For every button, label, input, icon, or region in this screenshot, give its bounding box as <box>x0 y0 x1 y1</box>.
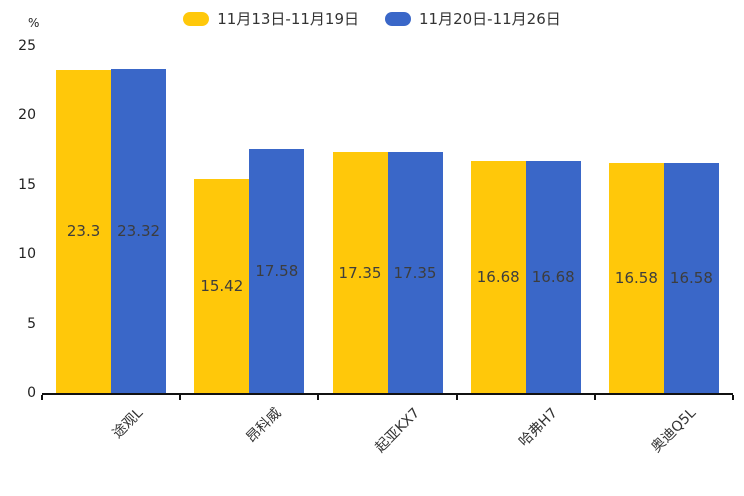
x-category-label-0: 途观L <box>109 405 147 442</box>
category-group: 16.58 16.58 <box>595 46 733 393</box>
bar-series-0-奥迪Q5L[interactable]: 16.58 <box>608 162 664 393</box>
bar-value-label: 16.68 <box>531 268 575 287</box>
y-tick-label: 0 <box>27 385 36 401</box>
bar-series-0-起亚KX7[interactable]: 17.35 <box>332 152 388 393</box>
y-tick-label: 15 <box>18 176 36 193</box>
legend-item-label: 11月13日-11月19日 <box>217 10 359 28</box>
category-group: 17.35 17.35 <box>318 46 456 393</box>
x-axis-tick <box>732 395 734 400</box>
bar-value-label: 23.3 <box>66 222 101 241</box>
x-axis-tick <box>41 395 43 400</box>
legend-swatch-icon <box>385 11 411 26</box>
x-axis-tick <box>317 395 320 400</box>
legend-item-label: 11月20日-11月26日 <box>419 10 561 28</box>
x-axis-tick <box>593 395 596 400</box>
y-tick-label: 5 <box>27 315 36 332</box>
bar-series-1-奥迪Q5L[interactable]: 16.58 <box>663 162 719 393</box>
x-axis-labels: 途观L 昂科威 起亚KX7 哈弗H7 奥迪Q5L <box>42 399 733 494</box>
y-tick-label: 10 <box>18 246 36 263</box>
x-category-label-1: 昂科威 <box>243 405 285 447</box>
bar-value-label: 17.58 <box>255 262 299 280</box>
bar-series-1-哈弗H7[interactable]: 16.68 <box>525 161 581 393</box>
x-category-label-3: 哈弗H7 <box>516 405 562 450</box>
bar-series-0-途观L[interactable]: 23.3 <box>56 69 112 393</box>
x-category-label-2: 起亚KX7 <box>372 405 423 456</box>
bar-series-0-哈弗H7[interactable]: 16.68 <box>470 161 526 393</box>
legend-item-series-0[interactable]: 11月13日-11月19日 <box>183 8 359 29</box>
x-category-label-4: 奥迪Q5L <box>648 405 700 456</box>
category-group: 23.3 23.32 <box>42 46 180 393</box>
bar-value-label: 23.32 <box>117 222 161 241</box>
category-group: 15.42 17.58 <box>180 46 318 393</box>
x-axis-line <box>42 393 733 395</box>
y-axis-unit-label: % <box>28 16 40 30</box>
bar-value-label: 17.35 <box>393 263 437 282</box>
x-axis-tick <box>179 395 182 400</box>
y-tick-label: 25 <box>18 38 36 54</box>
bar-value-label: 15.42 <box>200 277 244 295</box>
legend: 11月13日-11月19日 11月20日-11月26日 <box>0 8 744 29</box>
bar-value-label: 16.58 <box>669 268 713 287</box>
category-group: 16.68 16.68 <box>457 46 595 393</box>
bar-series-0-昂科威[interactable]: 15.42 <box>194 178 250 393</box>
y-tick-label: 20 <box>18 107 36 124</box>
bar-series-1-昂科威[interactable]: 17.58 <box>249 149 305 393</box>
y-axis: 0 5 10 15 20 25 <box>0 38 36 401</box>
bar-value-label: 17.35 <box>338 263 382 282</box>
bar-series-1-途观L[interactable]: 23.32 <box>111 69 167 393</box>
bar-value-label: 16.68 <box>476 268 520 287</box>
legend-item-series-1[interactable]: 11月20日-11月26日 <box>385 8 561 29</box>
bar-value-label: 16.58 <box>614 268 658 287</box>
bar-series-1-起亚KX7[interactable]: 17.35 <box>387 152 443 393</box>
legend-swatch-icon <box>183 11 210 26</box>
x-axis-tick <box>455 395 458 400</box>
plot-area: 23.3 23.32 15.42 17.58 17.35 17.35 16.68 16.68 1… <box>41 46 734 400</box>
